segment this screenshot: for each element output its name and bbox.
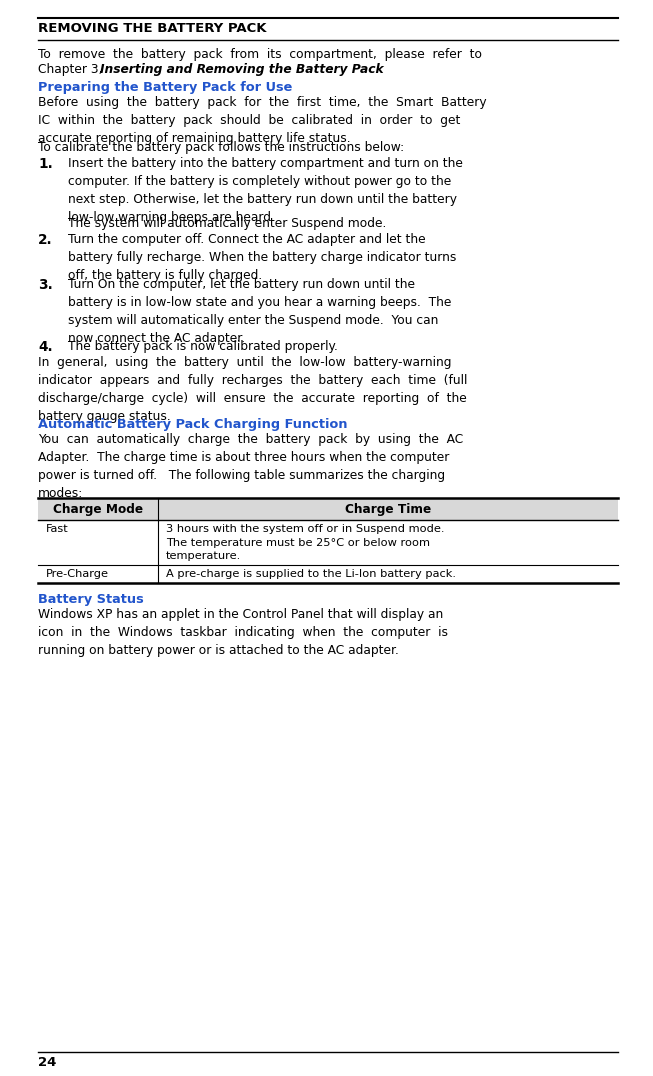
Text: Automatic Battery Pack Charging Function: Automatic Battery Pack Charging Function: [38, 417, 347, 431]
Text: To calibrate the battery pack follows the instructions below:: To calibrate the battery pack follows th…: [38, 141, 404, 154]
Text: To  remove  the  battery  pack  from  its  compartment,  please  refer  to: To remove the battery pack from its comp…: [38, 48, 482, 61]
Text: Preparing the Battery Pack for Use: Preparing the Battery Pack for Use: [38, 81, 293, 94]
Text: A pre-charge is supplied to the Li-Ion battery pack.: A pre-charge is supplied to the Li-Ion b…: [166, 569, 456, 579]
Text: 1.: 1.: [38, 157, 53, 171]
Text: 2.: 2.: [38, 233, 53, 247]
Text: Battery Status: Battery Status: [38, 593, 144, 606]
Text: You  can  automatically  charge  the  battery  pack  by  using  the  AC
Adapter.: You can automatically charge the battery…: [38, 433, 463, 500]
Text: Fast: Fast: [46, 524, 69, 534]
Text: In  general,  using  the  battery  until  the  low-low  battery-warning
indicato: In general, using the battery until the …: [38, 356, 468, 423]
Text: Turn On the computer, let the battery run down until the
battery is in low-low s: Turn On the computer, let the battery ru…: [68, 278, 451, 345]
Text: Insert the battery into the battery compartment and turn on the
computer. If the: Insert the battery into the battery comp…: [68, 157, 463, 224]
Text: The battery pack is now calibrated properly.: The battery pack is now calibrated prope…: [68, 340, 338, 353]
Text: Turn the computer off. Connect the AC adapter and let the
battery fully recharge: Turn the computer off. Connect the AC ad…: [68, 233, 456, 282]
Text: Charge Time: Charge Time: [345, 502, 431, 515]
Bar: [38, 498, 618, 520]
Text: Charge Mode: Charge Mode: [53, 502, 143, 515]
Text: Pre-Charge: Pre-Charge: [46, 569, 109, 579]
Text: Inserting and Removing the Battery Pack: Inserting and Removing the Battery Pack: [100, 63, 383, 76]
Text: 4.: 4.: [38, 340, 53, 354]
Text: 24: 24: [38, 1056, 56, 1068]
Text: 3 hours with the system off or in Suspend mode.
The temperature must be 25°C or : 3 hours with the system off or in Suspen…: [166, 524, 445, 562]
Text: Windows XP has an applet in the Control Panel that will display an
icon  in  the: Windows XP has an applet in the Control …: [38, 608, 448, 657]
Text: Chapter 3,: Chapter 3,: [38, 63, 106, 76]
Text: The system will automatically enter Suspend mode.: The system will automatically enter Susp…: [68, 217, 387, 230]
Text: Before  using  the  battery  pack  for  the  first  time,  the  Smart  Battery
I: Before using the battery pack for the fi…: [38, 96, 486, 145]
Text: REMOVING THE BATTERY PACK: REMOVING THE BATTERY PACK: [38, 22, 266, 36]
Text: .: .: [328, 63, 332, 76]
Text: 3.: 3.: [38, 278, 53, 292]
